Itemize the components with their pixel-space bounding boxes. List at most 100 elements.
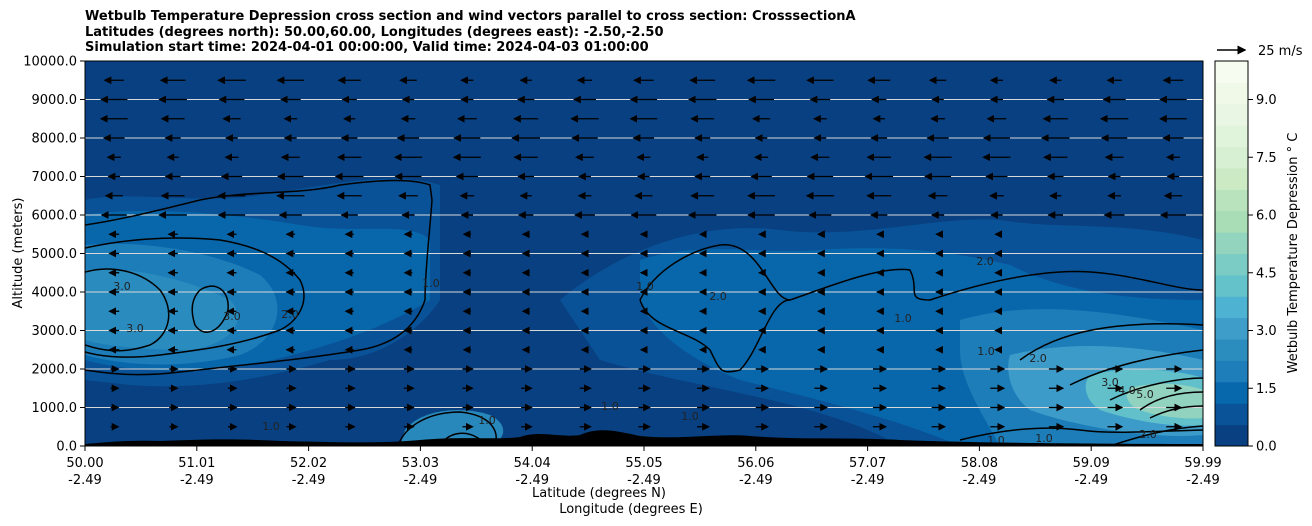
x-tick-lon-8: -2.49 [963, 473, 997, 488]
colorbar-segment-1 [1215, 403, 1248, 426]
colorbar-segment-13 [1215, 146, 1248, 169]
contour-label-18: 1.0 [262, 420, 280, 433]
y-tick-label-3: 3000.0 [32, 324, 78, 339]
contour-label-4: 1.0 [422, 277, 440, 290]
colorbar: 0.0 1.5 3.0 4.5 6.0 7.5 9.0 25 m/s [1214, 44, 1303, 455]
y-tick-label-1: 1000.0 [32, 401, 78, 416]
contour-line-14 [1109, 425, 1203, 446]
contour-label-15: 3.0 [1101, 376, 1119, 389]
colorbar-tick-label-0: 0.0 [1256, 440, 1277, 455]
colorbar-segment-0 [1215, 424, 1248, 447]
colorbar-segment-11 [1215, 189, 1248, 212]
contour-label-13: 1.0 [1035, 432, 1053, 445]
contour-label-11: 2.0 [976, 255, 994, 268]
colorbar-segment-16 [1215, 82, 1248, 105]
x-tick-lon-5: -2.49 [627, 473, 661, 488]
y-tick-label-10: 10000.0 [23, 55, 77, 70]
colorbar-segment-15 [1215, 103, 1248, 126]
contour-label-3: 2.0 [281, 308, 299, 321]
x-tick-lon-0: -2.49 [68, 473, 102, 488]
x-tick-lon-3: -2.49 [404, 473, 438, 488]
title-line-3: Simulation start time: 2024-04-01 00:00:… [85, 40, 649, 55]
quiver-key-label: 25 m/s [1258, 44, 1303, 59]
x-tick-lon-1: -2.49 [180, 473, 214, 488]
colorbar-tick-label-4: 6.0 [1256, 209, 1277, 224]
contour-label-8: 1.0 [977, 345, 995, 358]
axes: 0.0 1000.0 2000.0 3000.0 4000.0 5000.0 6000.0 7… [23, 55, 1221, 489]
colorbar-segment-4 [1215, 339, 1248, 361]
colorbar-segment-2 [1215, 381, 1248, 404]
x-tick-lat-10: 59.99 [1184, 456, 1221, 471]
y-tick-label-4: 4000.0 [32, 286, 78, 301]
colorbar-segment-3 [1215, 360, 1248, 383]
contour-line-1 [85, 237, 305, 358]
chart-title: Wetbulb Temperature Depression cross sec… [85, 9, 856, 56]
x-tick-lat-6: 56.06 [737, 456, 774, 471]
contour-label-0: 3.0 [113, 280, 131, 293]
y-tick-label-2: 2000.0 [32, 363, 78, 378]
x-tick-lon-6: -2.49 [739, 473, 773, 488]
contour-line-7 [1069, 349, 1203, 386]
colorbar-frame [1214, 60, 1249, 447]
colorbar-tick-label-5: 7.5 [1256, 151, 1277, 166]
y-tick-label-8: 8000.0 [32, 132, 78, 147]
colorbar-segment-7 [1215, 274, 1248, 297]
colorbar-segment-10 [1215, 210, 1248, 233]
contour-line-3 [191, 285, 229, 333]
contour-label-2: 3.0 [223, 310, 241, 323]
contour-label-9: 1.0 [681, 410, 699, 423]
colorbar-segment-8 [1215, 253, 1248, 276]
y-tick-label-0: 0.0 [56, 440, 77, 455]
x-tick-lat-0: 50.00 [66, 456, 103, 471]
x-tick-lat-8: 58.08 [961, 456, 998, 471]
y-tick-label-9: 9000.0 [32, 93, 78, 108]
colorbar-tick-label-2: 3.0 [1256, 324, 1277, 339]
x-tick-lon-9: -2.49 [1074, 473, 1108, 488]
colorbar-segment-9 [1215, 232, 1248, 254]
contour-line-5 [639, 299, 791, 373]
contour-label-17: 5.0 [1136, 388, 1154, 401]
contour-line-13 [959, 427, 1203, 441]
contour-line-6 [1019, 323, 1203, 361]
contour-label-16: 4.0 [1118, 384, 1136, 397]
colorbar-segment-12 [1215, 167, 1248, 190]
plot-area: 3.0 3.0 3.0 2.0 1.0 1.0 2.0 1.0 1.0 1.0 1.0 2.0 1.0 1… [85, 61, 1203, 446]
x-tick-lat-4: 54.04 [514, 456, 551, 471]
x-tick-lon-2: -2.49 [292, 473, 326, 488]
x-axis-label-line-1: Latitude (degrees N) [532, 486, 666, 501]
contour-label-6: 2.0 [709, 290, 727, 303]
x-tick-lat-9: 59.09 [1073, 456, 1110, 471]
contour-label-5: 1.0 [636, 280, 654, 293]
colorbar-tick-label-6: 9.0 [1256, 93, 1277, 108]
colorbar-label: Wetbulb Temperature Depression ° C [1286, 133, 1301, 374]
x-tick-lat-7: 57.07 [849, 456, 886, 471]
colorbar-segment-6 [1215, 296, 1248, 319]
contour-line-8 [1109, 377, 1203, 401]
colorbar-tick-label-3: 4.5 [1256, 266, 1277, 281]
contour-label-20: 2.0 [1139, 428, 1157, 441]
contour-line-4 [639, 244, 1203, 301]
plot-clip-group: 3.0 3.0 3.0 2.0 1.0 1.0 2.0 1.0 1.0 1.0 1.0 2.0 1.0 1… [85, 61, 1203, 446]
title-line-2: Latitudes (degrees north): 50.00,60.00, … [85, 24, 664, 40]
x-axis-label-line-2: Longitude (degrees E) [559, 502, 703, 517]
colorbar-segment-14 [1215, 125, 1248, 148]
x-tick-lat-5: 55.05 [625, 456, 662, 471]
x-tick-lat-2: 52.02 [290, 456, 327, 471]
contour-label-14: 2.0 [1029, 352, 1047, 365]
y-tick-label-7: 7000.0 [32, 170, 78, 185]
y-tick-label-5: 5000.0 [32, 247, 78, 262]
x-tick-lat-1: 51.01 [178, 456, 215, 471]
title-line-1: Wetbulb Temperature Depression cross sec… [85, 9, 856, 24]
colorbar-tick-label-1: 1.5 [1256, 382, 1277, 397]
contour-label-7: 1.0 [894, 312, 912, 325]
x-tick-lat-3: 53.03 [402, 456, 439, 471]
y-tick-label-6: 6000.0 [32, 209, 78, 224]
terrain [85, 430, 1203, 446]
y-axis-label: Altitude (meters) [11, 198, 26, 309]
colorbar-segment-5 [1215, 317, 1248, 340]
contour-label-10: 1.0 [601, 400, 619, 413]
x-tick-lon-10: -2.49 [1186, 473, 1220, 488]
contour-label-1: 3.0 [126, 322, 144, 335]
x-tick-lon-7: -2.49 [851, 473, 885, 488]
